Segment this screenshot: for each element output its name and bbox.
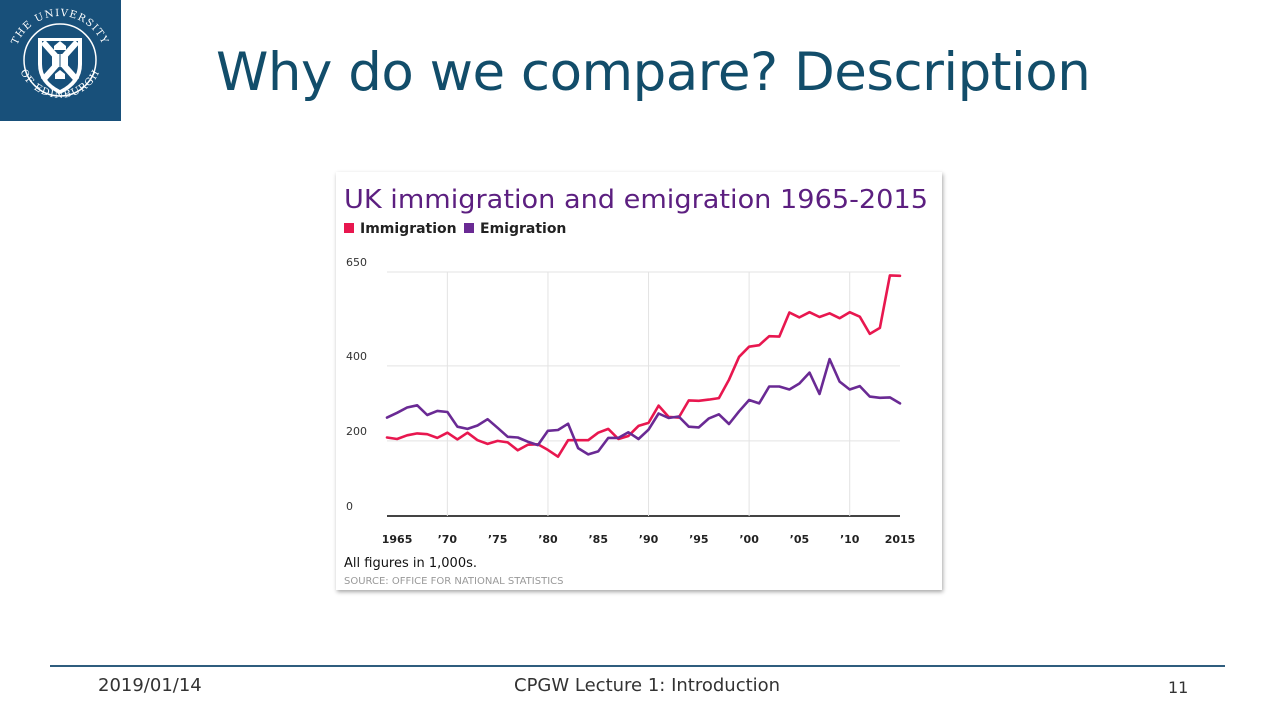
page-number: 11 xyxy=(1168,678,1189,697)
chart-figure: UK immigration and emigration 1965-2015 … xyxy=(336,172,942,590)
legend-label-immigration: Immigration xyxy=(360,221,457,237)
x-tick-label: ’85 xyxy=(588,533,608,546)
x-tick-label: ’05 xyxy=(790,533,810,546)
footer-divider xyxy=(50,665,1225,667)
x-tick-label: ’75 xyxy=(488,533,508,546)
chart-source: SOURCE: OFFICE FOR NATIONAL STATISTICS xyxy=(344,576,563,587)
x-tick-label: ’95 xyxy=(689,533,709,546)
x-tick-label: ’70 xyxy=(438,533,458,546)
chart-legend: Immigration Emigration xyxy=(344,221,566,237)
y-tick-label: 650 xyxy=(346,256,367,269)
line-chart: UK immigration and emigration 1965-2015 … xyxy=(344,185,928,587)
series-line-immigration xyxy=(385,274,902,459)
y-tick-label: 200 xyxy=(346,425,367,438)
legend-label-emigration: Emigration xyxy=(480,221,566,237)
x-tick-label: ’80 xyxy=(538,533,558,546)
chart-title: UK immigration and emigration 1965-2015 xyxy=(344,185,928,215)
legend-swatch-immigration xyxy=(344,223,354,233)
slide-title: Why do we compare? Description xyxy=(216,42,1091,103)
y-tick-label: 400 xyxy=(346,350,367,363)
series-line-emigration xyxy=(385,357,902,456)
footer-course-title: CPGW Lecture 1: Introduction xyxy=(514,675,781,696)
crest-icon: THE UNIVERSITY OF EDINBURGH xyxy=(10,8,109,101)
x-tick-label: 2015 xyxy=(885,533,916,546)
footer-date: 2019/01/14 xyxy=(98,675,202,696)
legend-swatch-emigration xyxy=(464,223,474,233)
y-tick-label: 0 xyxy=(346,500,353,513)
x-tick-label: ’00 xyxy=(739,533,759,546)
university-logo: THE UNIVERSITY OF EDINBURGH xyxy=(0,0,121,121)
x-tick-label: ’10 xyxy=(840,533,860,546)
x-tick-label: 1965 xyxy=(382,533,413,546)
x-tick-label: ’90 xyxy=(639,533,659,546)
chart-note: All figures in 1,000s. xyxy=(344,556,477,571)
